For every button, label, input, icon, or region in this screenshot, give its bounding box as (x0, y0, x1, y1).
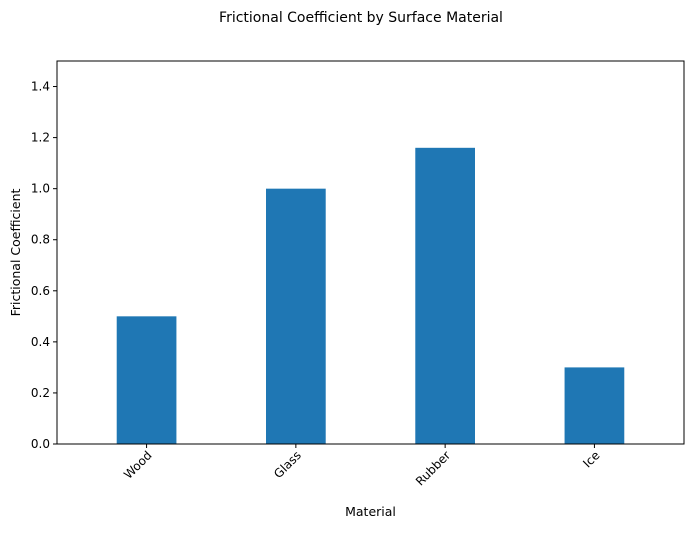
x-axis: Wood Glass Rubber Ice (121, 444, 603, 489)
bar-wood (116, 316, 177, 444)
y-axis-label: Frictional Coefficient (8, 188, 23, 316)
x-tick-label: Wood (121, 448, 155, 482)
x-axis-label: Material (345, 504, 396, 519)
x-tick-label: Glass (271, 448, 304, 481)
bar-rubber (415, 147, 475, 444)
x-tick-label: Rubber (413, 448, 453, 488)
bars-layer (116, 147, 625, 444)
y-axis: 0.0 0.2 0.4 0.6 0.8 1.0 1.2 1.4 (31, 80, 57, 451)
y-tick-label: 0.0 (31, 437, 50, 451)
x-tick-label: Ice (580, 448, 602, 470)
y-tick-label: 1.0 (31, 182, 50, 196)
y-tick-label: 1.4 (31, 80, 50, 94)
bar-glass (266, 188, 326, 444)
bar-ice (564, 367, 625, 444)
chart-title: Frictional Coefficient by Surface Materi… (219, 10, 503, 26)
y-tick-label: 0.4 (31, 335, 50, 349)
y-tick-label: 0.8 (31, 233, 50, 247)
y-tick-label: 1.2 (31, 131, 50, 145)
plot-frame (56, 60, 685, 445)
y-tick-label: 0.6 (31, 284, 50, 298)
y-tick-label: 0.2 (31, 386, 50, 400)
